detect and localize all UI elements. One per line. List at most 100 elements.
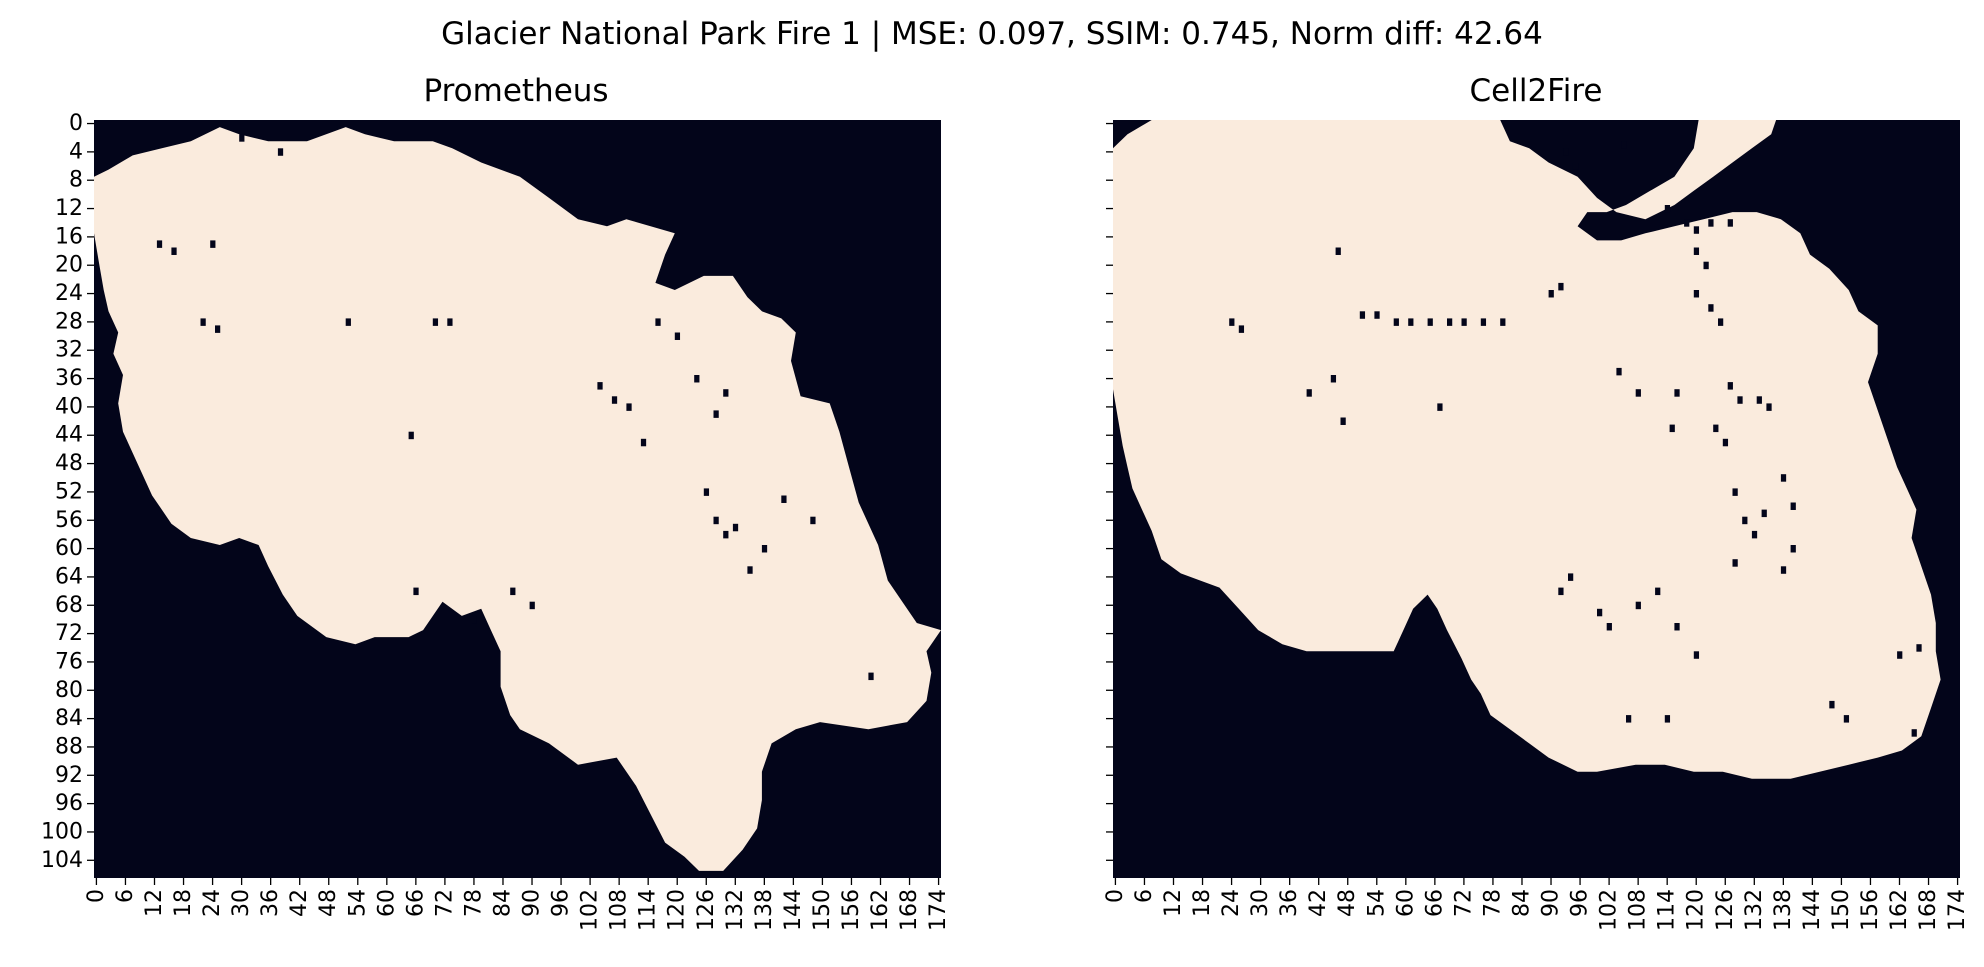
x-tick-label: 150	[810, 889, 835, 931]
y-tick-label: 100	[41, 819, 83, 844]
unburned-cell	[1829, 700, 1835, 709]
unburned-cell	[626, 403, 632, 411]
unburned-cell	[1664, 715, 1671, 723]
x-tick-label: 90	[520, 889, 545, 917]
unburned-cell	[1732, 488, 1738, 496]
x-tick-label: 108	[607, 889, 632, 931]
unburned-cell	[1606, 623, 1612, 631]
x-tick-label: 0	[1103, 889, 1128, 903]
unburned-cell	[1393, 318, 1399, 326]
unburned-cell	[1572, 162, 1579, 170]
x-tick-label: 174	[926, 889, 951, 931]
x-tick-label: 48	[1335, 889, 1360, 917]
x-tick-label: 54	[345, 889, 370, 917]
x-tick-label: 126	[694, 889, 719, 931]
unburned-cell	[1408, 318, 1414, 326]
unburned-cell	[1669, 424, 1675, 433]
panel-title-cell2fire: Cell2Fire	[1470, 73, 1603, 109]
heatmap-grid-prometheus	[94, 120, 941, 878]
unburned-cell	[1359, 311, 1366, 319]
unburned-cell	[156, 240, 163, 248]
unburned-cell	[529, 601, 535, 610]
y-tick-label: 32	[55, 338, 83, 363]
x-tick-label: 132	[723, 889, 748, 931]
x-axis-cell2fire: 0 6 12 18 24 30 36 42 48 54 60 66 72 78 84 90 96 102 108 11…	[1103, 878, 1970, 931]
x-tick-label: 114	[636, 889, 661, 931]
x-tick-label: 0	[84, 889, 109, 903]
unburned-cell	[239, 134, 245, 142]
unburned-cell	[1447, 318, 1453, 326]
x-tick-label: 18	[171, 889, 196, 917]
unburned-cell	[723, 389, 729, 397]
x-tick-label: 18	[1190, 889, 1215, 917]
y-tick-label: 48	[55, 451, 83, 476]
burned-region-cell2fire	[1113, 120, 1941, 779]
unburned-cell	[1635, 389, 1641, 397]
unburned-cell	[640, 438, 647, 447]
x-tick-label: 36	[258, 889, 283, 917]
unburned-cell	[1911, 729, 1917, 737]
y-tick-label: 56	[55, 508, 83, 533]
unburned-cell	[611, 396, 618, 404]
y-tick-label: 28	[55, 309, 83, 334]
x-tick-label: 144	[1800, 889, 1825, 931]
unburned-cell	[1790, 502, 1796, 510]
x-tick-label: 66	[403, 889, 428, 917]
x-tick-label: 168	[897, 889, 922, 931]
unburned-cell	[1655, 587, 1661, 596]
x-tick-label: 72	[432, 889, 457, 917]
x-tick-label: 120	[665, 889, 690, 931]
x-tick-label: 66	[1422, 889, 1447, 917]
unburned-cell	[1897, 651, 1903, 659]
x-tick-label: 120	[1684, 889, 1709, 931]
unburned-cell	[1626, 715, 1632, 723]
y-axis-cell2fire	[1106, 122, 1113, 861]
unburned-cell	[1568, 573, 1574, 581]
unburned-cell	[723, 530, 729, 539]
x-tick-label: 84	[491, 889, 516, 917]
unburned-cell	[1621, 141, 1627, 149]
unburned-cell	[510, 587, 516, 596]
x-tick-label: 42	[1306, 889, 1331, 917]
x-tick-label: 90	[1539, 889, 1564, 917]
unburned-cell	[345, 318, 351, 326]
x-tick-label: 36	[1277, 889, 1302, 917]
unburned-cell	[1597, 608, 1603, 617]
x-tick-label: 102	[1597, 889, 1622, 931]
x-tick-label: 156	[1858, 889, 1883, 931]
unburned-cell	[703, 488, 710, 496]
unburned-cell	[1693, 247, 1700, 255]
unburned-cell	[597, 382, 603, 390]
unburned-cell	[694, 375, 700, 383]
unburned-cell	[1727, 219, 1733, 227]
y-tick-label: 80	[55, 678, 83, 703]
unburned-cell	[1558, 587, 1564, 596]
unburned-cell	[713, 410, 719, 418]
y-axis-prometheus: 0481216202428323640444852566064687276808…	[41, 111, 94, 873]
unburned-cell	[1718, 318, 1724, 326]
unburned-cell	[1722, 438, 1729, 447]
y-tick-label: 0	[69, 111, 83, 136]
unburned-cell	[1693, 226, 1700, 234]
y-tick-label: 64	[55, 564, 83, 589]
unburned-cell	[655, 318, 661, 326]
unburned-cell	[761, 545, 768, 553]
unburned-cell	[810, 516, 816, 525]
unburned-cell	[200, 318, 206, 326]
unburned-cell	[1563, 148, 1569, 156]
y-tick-label: 60	[55, 536, 83, 561]
y-tick-label: 36	[55, 366, 83, 391]
x-tick-label: 108	[1626, 889, 1651, 931]
unburned-cell	[1737, 396, 1743, 404]
unburned-cell	[1732, 559, 1738, 567]
unburned-cell	[1500, 318, 1506, 326]
y-tick-label: 20	[55, 253, 83, 278]
y-tick-label: 96	[55, 791, 83, 816]
x-tick-label: 168	[1916, 889, 1941, 931]
unburned-cell	[1461, 318, 1467, 326]
unburned-cell	[1843, 715, 1850, 723]
x-tick-label: 24	[200, 889, 225, 917]
unburned-cell	[1756, 396, 1762, 404]
unburned-cell	[215, 325, 221, 333]
unburned-cell	[1703, 261, 1709, 270]
